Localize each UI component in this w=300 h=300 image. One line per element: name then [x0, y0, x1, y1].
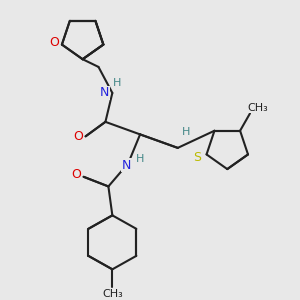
Text: H: H	[182, 128, 190, 137]
Text: N: N	[100, 86, 109, 100]
Text: CH₃: CH₃	[102, 290, 123, 299]
Text: O: O	[49, 36, 59, 49]
Text: O: O	[74, 130, 84, 143]
Text: N: N	[122, 159, 131, 172]
Text: CH₃: CH₃	[248, 103, 268, 112]
Text: O: O	[71, 168, 81, 182]
Text: H: H	[136, 154, 144, 164]
Text: S: S	[193, 151, 201, 164]
Text: H: H	[113, 78, 122, 88]
